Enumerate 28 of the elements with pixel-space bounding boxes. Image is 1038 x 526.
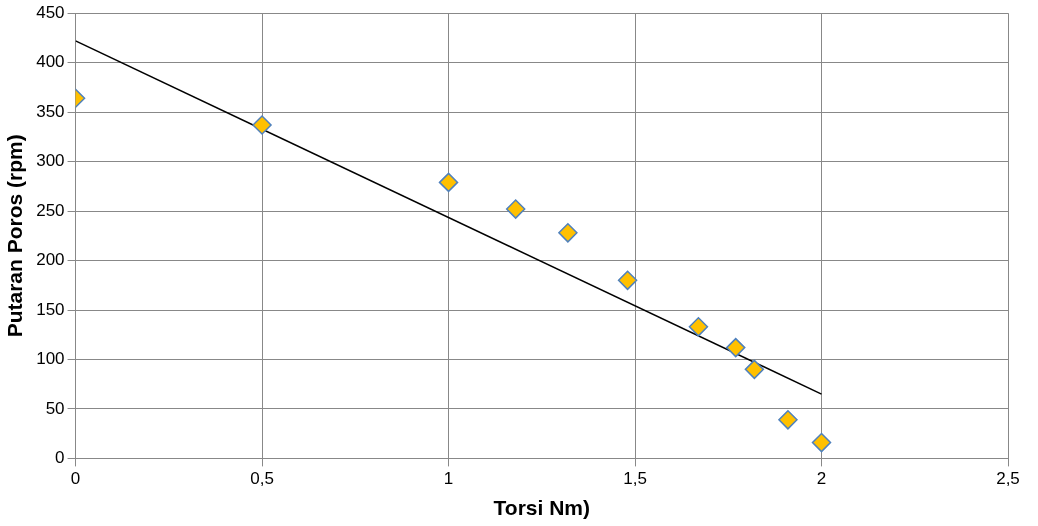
point: [505, 199, 526, 219]
y-tick-label: 350: [36, 101, 65, 121]
y-tick-label: 50: [45, 398, 65, 418]
y-tick-label: 100: [36, 349, 65, 369]
y-tick-label: 450: [36, 2, 65, 22]
x-tick-label: 0,5: [250, 469, 274, 489]
x-tick-label: 1: [443, 469, 454, 489]
x-tick-label: 0: [70, 469, 81, 489]
point: [617, 270, 638, 291]
point: [252, 115, 272, 135]
x-tick-label: 2,5: [996, 469, 1020, 489]
y-tick-label: 200: [36, 250, 65, 270]
x-tick-label: 2: [816, 469, 827, 489]
y-tick-label: 150: [36, 299, 65, 319]
point: [725, 337, 746, 358]
point: [744, 359, 765, 380]
point: [558, 223, 578, 243]
y-tick-label: 300: [36, 151, 65, 171]
point: [811, 432, 832, 453]
y-axis-title: Putaran Poros (rpm): [3, 134, 27, 338]
x-axis-title: Torsi Nm): [493, 496, 591, 520]
y-tick-label: 0: [55, 448, 65, 468]
y-tick-label: 400: [36, 52, 65, 72]
x-tick-label: 1,5: [623, 469, 647, 489]
point: [778, 410, 798, 430]
point: [688, 317, 709, 337]
point: [438, 172, 459, 193]
y-tick-label: 250: [36, 200, 65, 220]
